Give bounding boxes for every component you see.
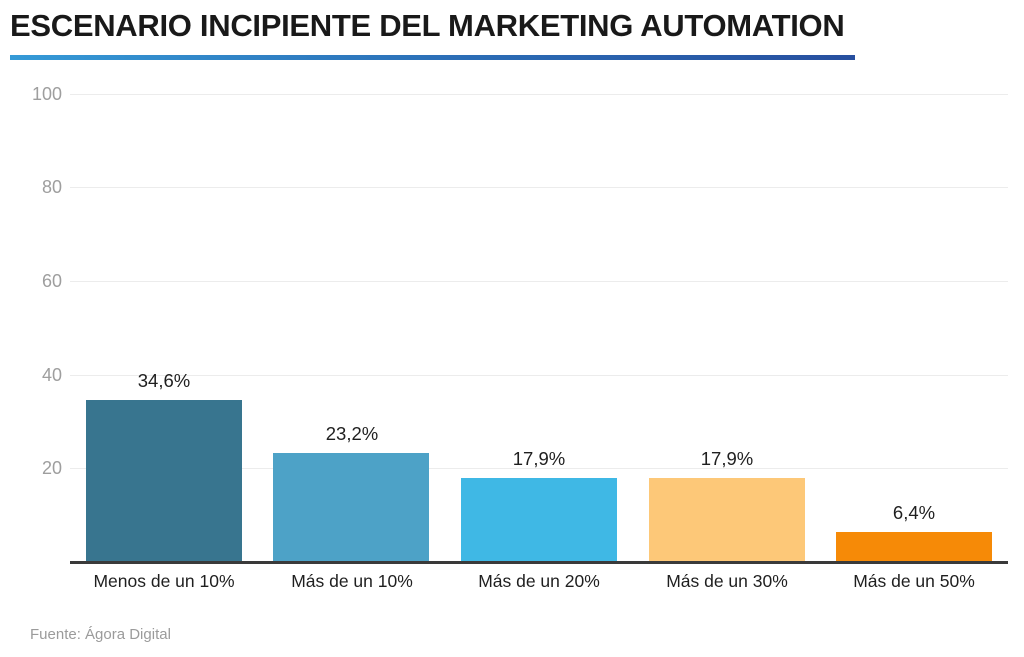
bar-4 bbox=[649, 478, 805, 562]
bar-1 bbox=[86, 400, 242, 562]
chart-title: ESCENARIO INCIPIENTE DEL MARKETING AUTOM… bbox=[10, 8, 845, 43]
value-label-3: 17,9% bbox=[512, 448, 566, 469]
y-tick-label-40: 40 bbox=[41, 365, 62, 385]
x-category-label-3: Más de un 20% bbox=[478, 571, 600, 591]
x-category-label-5: Más de un 50% bbox=[853, 571, 975, 591]
y-tick-label-20: 20 bbox=[41, 458, 62, 478]
gridline-100 bbox=[70, 94, 1008, 95]
y-tick-label-100: 100 bbox=[31, 84, 62, 104]
gridline-80 bbox=[70, 187, 1008, 188]
gridline-20 bbox=[70, 468, 1008, 469]
bar-2 bbox=[273, 453, 429, 562]
value-label-5: 6,4% bbox=[892, 502, 936, 523]
source-caption: Fuente: Ágora Digital bbox=[30, 626, 171, 643]
value-label-1: 34,6% bbox=[137, 370, 191, 391]
x-category-label-1: Menos de un 10% bbox=[93, 571, 235, 591]
y-tick-label-80: 80 bbox=[41, 177, 62, 197]
value-label-4: 17,9% bbox=[700, 448, 754, 469]
value-label-2: 23,2% bbox=[325, 423, 379, 444]
bar-5 bbox=[836, 532, 992, 562]
bar-3 bbox=[461, 478, 617, 562]
x-category-label-2: Más de un 10% bbox=[291, 571, 413, 591]
x-category-label-4: Más de un 30% bbox=[666, 571, 788, 591]
gridline-60 bbox=[70, 281, 1008, 282]
gridline-40 bbox=[70, 375, 1008, 376]
x-axis-line bbox=[70, 561, 1008, 564]
y-tick-label-60: 60 bbox=[41, 271, 62, 291]
title-underline bbox=[10, 55, 855, 60]
